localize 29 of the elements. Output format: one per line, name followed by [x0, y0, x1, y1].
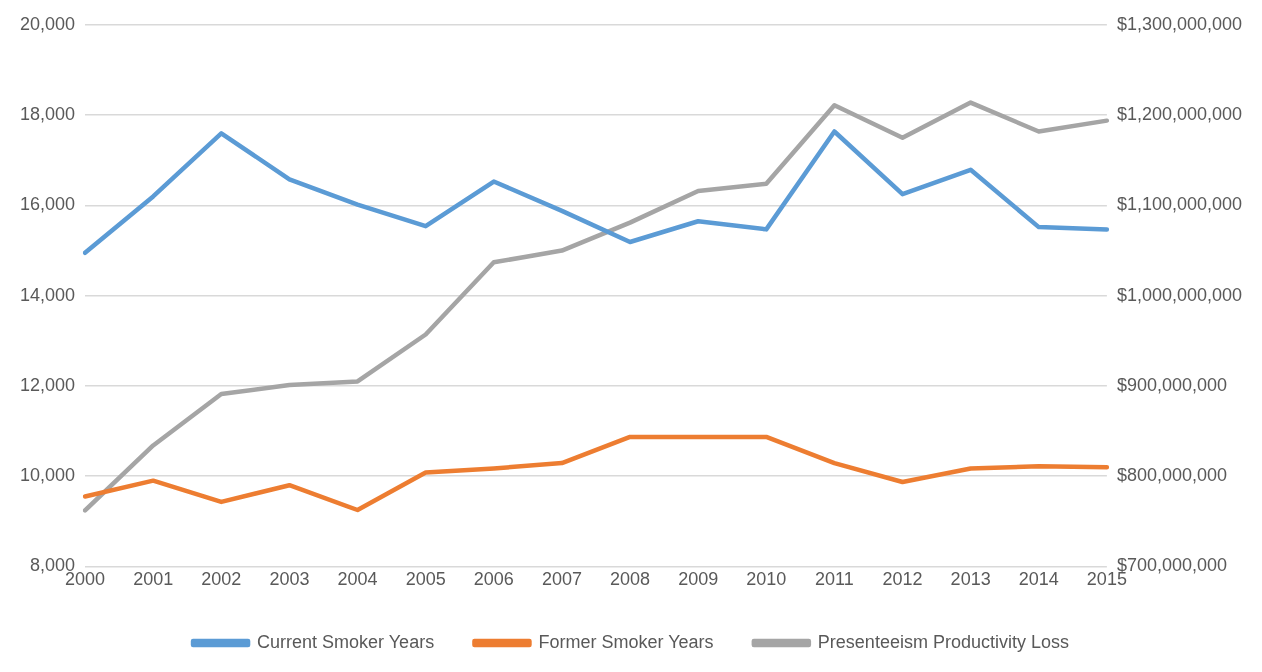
x-tick-label: 2005 [405, 569, 446, 590]
x-tick-label: 2008 [610, 569, 651, 590]
y2-tick-label: $1,200,000,000 [1116, 104, 1242, 125]
x-tick-label: 2009 [678, 569, 719, 590]
x-tick-label: 2012 [882, 569, 923, 590]
x-tick-label: 2014 [1018, 569, 1059, 590]
x-tick-label: 2006 [473, 569, 514, 590]
y-tick-label: 20,000 [19, 13, 76, 34]
x-tick-label: 2011 [815, 569, 854, 590]
x-tick-label: 2010 [746, 569, 787, 590]
x-tick-label: 2002 [201, 569, 242, 590]
x-tick-label: 2003 [269, 569, 310, 590]
y-tick-label: 16,000 [19, 194, 76, 215]
y-tick-label: 18,000 [19, 104, 76, 125]
y2-tick-label: $1,000,000,000 [1116, 284, 1242, 305]
x-tick-label: 2004 [337, 569, 378, 590]
legend-label: Current Smoker Years [257, 631, 435, 652]
x-tick-label: 2013 [950, 569, 991, 590]
legend-label: Presenteeism Productivity Loss [817, 631, 1069, 652]
y2-tick-label: $1,100,000,000 [1116, 194, 1242, 215]
y-tick-label: 10,000 [19, 465, 76, 486]
x-tick-label: 2001 [133, 569, 174, 590]
y2-tick-label: $900,000,000 [1116, 374, 1227, 395]
y-tick-label: 12,000 [19, 374, 76, 395]
x-tick-label: 2007 [541, 569, 582, 590]
y2-tick-label: $800,000,000 [1116, 465, 1227, 486]
y2-tick-label: $1,300,000,000 [1116, 13, 1242, 34]
y-tick-label: 14,000 [19, 284, 76, 305]
legend-label: Former Smoker Years [538, 631, 714, 652]
